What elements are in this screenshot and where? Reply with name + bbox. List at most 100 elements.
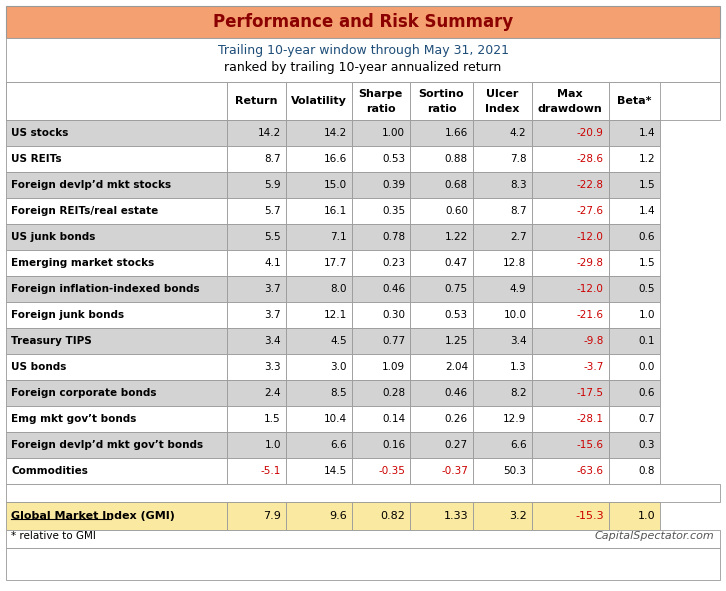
Text: US junk bonds: US junk bonds	[11, 232, 95, 242]
Text: -3.7: -3.7	[583, 362, 603, 372]
Bar	[410, 250, 473, 276]
Bar	[351, 380, 410, 406]
Bar	[351, 120, 410, 146]
Text: 4.9: 4.9	[510, 284, 526, 294]
Text: 14.2: 14.2	[258, 128, 281, 138]
Text: 8.3: 8.3	[510, 180, 526, 190]
Bar	[531, 458, 608, 484]
Text: 2.4: 2.4	[264, 388, 281, 398]
Bar	[6, 328, 227, 354]
Text: -15.3: -15.3	[575, 511, 603, 521]
Bar	[473, 276, 531, 302]
Bar	[6, 354, 227, 380]
Text: 2.7: 2.7	[510, 232, 526, 242]
Bar	[473, 82, 531, 120]
Bar	[227, 146, 286, 172]
Bar	[6, 224, 227, 250]
Text: 0.53: 0.53	[445, 310, 468, 320]
Bar	[6, 120, 227, 146]
Bar	[410, 276, 473, 302]
Text: 0.35: 0.35	[382, 206, 405, 216]
Text: 14.5: 14.5	[323, 466, 346, 476]
Text: -5.1: -5.1	[261, 466, 281, 476]
Text: -22.8: -22.8	[576, 180, 603, 190]
Text: -63.6: -63.6	[576, 466, 603, 476]
Bar	[410, 120, 473, 146]
Text: 0.53: 0.53	[382, 154, 405, 164]
Text: 3.0: 3.0	[330, 362, 346, 372]
Text: 0.78: 0.78	[382, 232, 405, 242]
Bar	[473, 146, 531, 172]
Bar	[351, 502, 410, 530]
Bar	[608, 82, 660, 120]
Text: 3.3: 3.3	[264, 362, 281, 372]
Text: -15.6: -15.6	[576, 440, 603, 450]
Bar	[227, 328, 286, 354]
Bar	[227, 380, 286, 406]
Text: 0.46: 0.46	[445, 388, 468, 398]
Bar	[473, 302, 531, 328]
Text: 5.9: 5.9	[264, 180, 281, 190]
Text: -28.1: -28.1	[576, 414, 603, 424]
Text: 12.8: 12.8	[503, 258, 526, 268]
Text: 5.7: 5.7	[264, 206, 281, 216]
Bar	[351, 406, 410, 432]
Text: 2.04: 2.04	[445, 362, 468, 372]
Text: 0.77: 0.77	[382, 336, 405, 346]
Bar	[473, 328, 531, 354]
Bar	[227, 458, 286, 484]
Text: 12.9: 12.9	[503, 414, 526, 424]
Bar	[286, 172, 351, 198]
Text: 0.6: 0.6	[639, 388, 655, 398]
Bar	[286, 406, 351, 432]
Text: 8.7: 8.7	[510, 206, 526, 216]
Text: 6.6: 6.6	[330, 440, 346, 450]
Text: Global Market Index (GMI): Global Market Index (GMI)	[11, 511, 175, 521]
Text: 8.0: 8.0	[330, 284, 346, 294]
Bar	[608, 146, 660, 172]
Bar	[286, 328, 351, 354]
Bar	[531, 276, 608, 302]
Text: 0.30: 0.30	[382, 310, 405, 320]
Text: 3.2: 3.2	[509, 511, 526, 521]
Text: 1.5: 1.5	[638, 258, 655, 268]
Text: 1.00: 1.00	[382, 128, 405, 138]
Bar	[227, 302, 286, 328]
Text: Emerging market stocks: Emerging market stocks	[11, 258, 154, 268]
Text: 15.0: 15.0	[324, 180, 346, 190]
Text: 0.39: 0.39	[382, 180, 405, 190]
Bar	[608, 380, 660, 406]
Text: Performance and Risk Summary: Performance and Risk Summary	[213, 13, 513, 31]
Text: 1.4: 1.4	[638, 206, 655, 216]
Bar	[286, 146, 351, 172]
Bar	[410, 302, 473, 328]
Bar	[608, 302, 660, 328]
Bar	[6, 276, 227, 302]
Bar	[286, 250, 351, 276]
Bar	[410, 458, 473, 484]
Text: Treasury TIPS: Treasury TIPS	[11, 336, 91, 346]
Bar	[6, 82, 720, 120]
Bar	[531, 120, 608, 146]
Bar	[531, 172, 608, 198]
Text: US bonds: US bonds	[11, 362, 66, 372]
Text: 0.88: 0.88	[445, 154, 468, 164]
Text: 10.0: 10.0	[504, 310, 526, 320]
Text: 3.4: 3.4	[264, 336, 281, 346]
Bar	[351, 432, 410, 458]
Bar	[227, 432, 286, 458]
Bar	[227, 224, 286, 250]
Text: 14.2: 14.2	[323, 128, 346, 138]
Bar	[608, 276, 660, 302]
Bar	[410, 172, 473, 198]
Bar	[608, 250, 660, 276]
Bar	[286, 82, 351, 120]
Bar	[608, 502, 660, 530]
Text: drawdown: drawdown	[538, 105, 603, 115]
Bar	[227, 276, 286, 302]
Text: Sortino: Sortino	[419, 89, 465, 99]
Text: 5.5: 5.5	[264, 232, 281, 242]
Text: 1.2: 1.2	[638, 154, 655, 164]
Text: 1.0: 1.0	[264, 440, 281, 450]
Text: 0.23: 0.23	[382, 258, 405, 268]
